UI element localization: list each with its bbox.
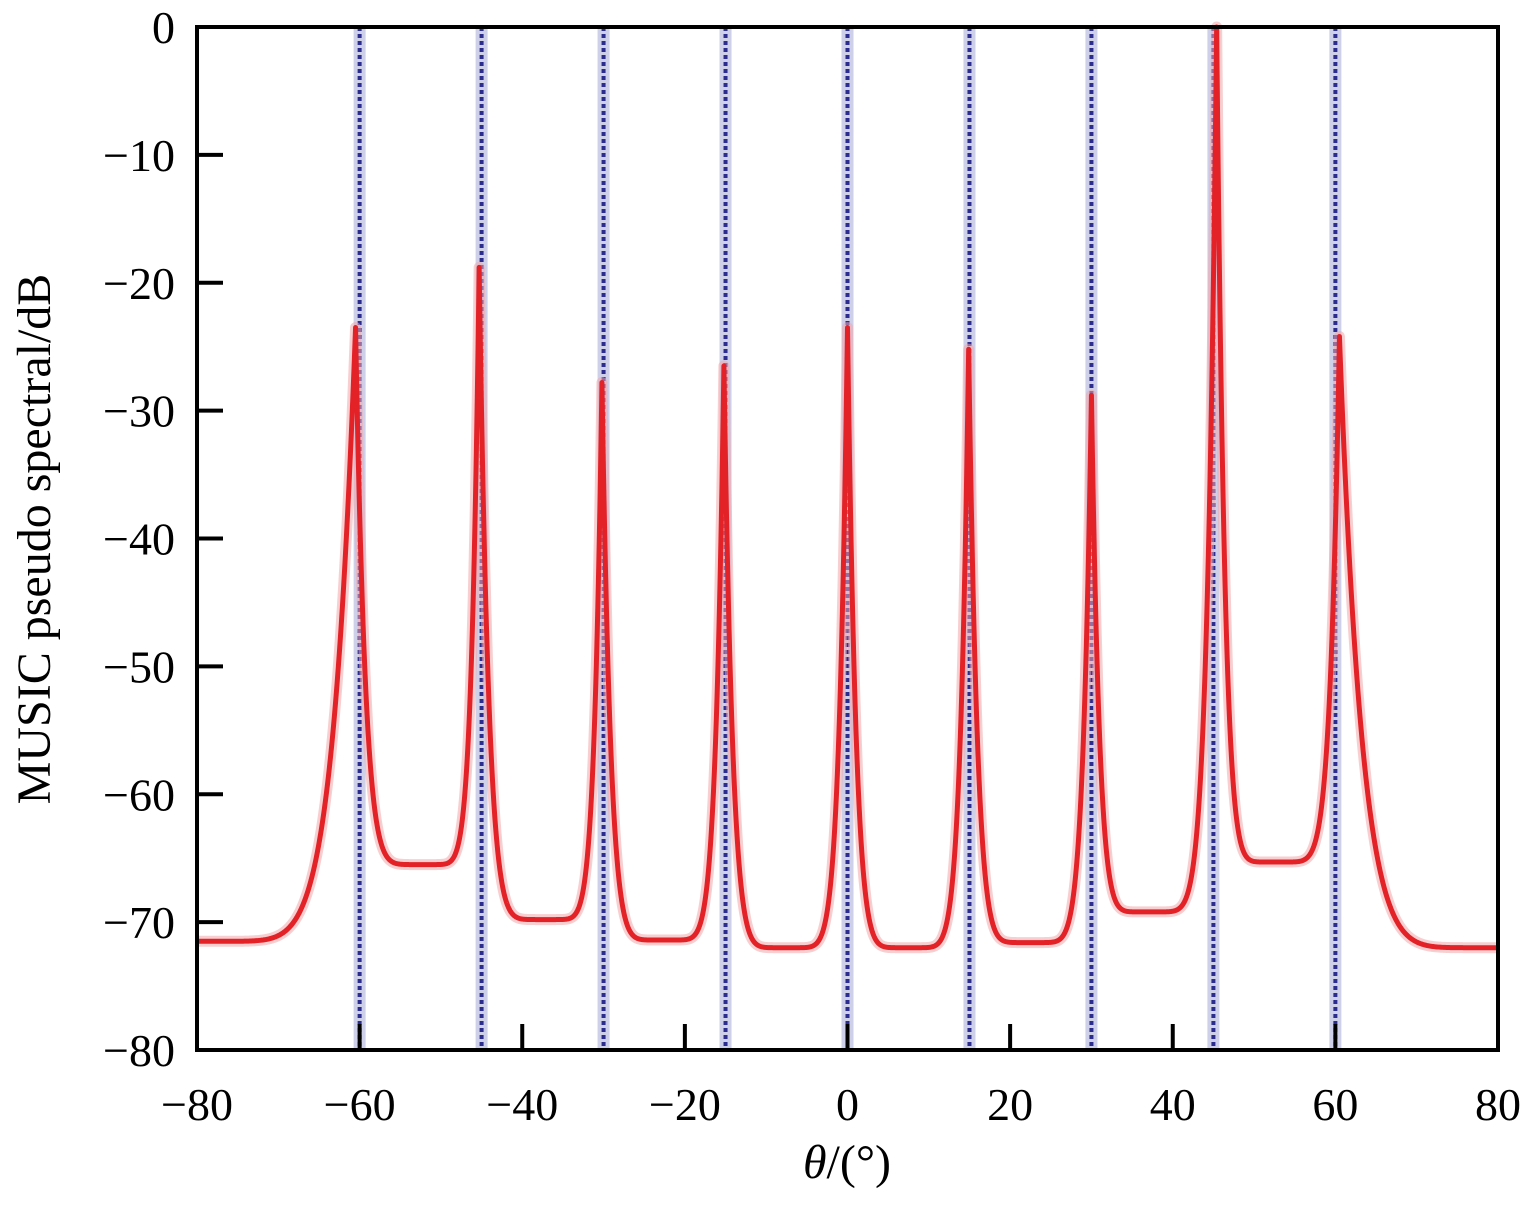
- x-axis-ticks: [195, 1024, 1500, 1050]
- x-axis-title-symbol: θ: [803, 1136, 827, 1189]
- y-tick-label-7: −70: [103, 897, 175, 948]
- y-axis-title: MUSIC pseudo spectral/dB: [8, 274, 61, 805]
- x-axis-tick-labels: −80 −60 −40 −20 0 20 40 60 80: [161, 1079, 1521, 1130]
- y-tick-label-4: −40: [103, 514, 175, 565]
- x-tick-label-8: 80: [1475, 1079, 1521, 1130]
- x-tick-label-7: 60: [1312, 1079, 1358, 1130]
- y-tick-label-2: −20: [103, 258, 175, 309]
- y-tick-label-0: 0: [152, 2, 175, 53]
- x-tick-label-1: −60: [324, 1079, 396, 1130]
- x-tick-label-3: −20: [649, 1079, 721, 1130]
- y-tick-label-8: −80: [103, 1025, 175, 1076]
- y-tick-label-5: −50: [103, 641, 175, 692]
- y-tick-label-1: −10: [103, 130, 175, 181]
- y-axis-tick-labels: 0 −10 −20 −30 −40 −50 −60 −70 −80: [103, 2, 175, 1076]
- x-tick-label-5: 20: [987, 1079, 1033, 1130]
- y-tick-label-3: −30: [103, 386, 175, 437]
- x-axis-title-unit: /(°): [827, 1136, 892, 1189]
- x-axis-title: θ/(°): [803, 1136, 891, 1189]
- x-tick-label-2: −40: [486, 1079, 558, 1130]
- y-tick-label-6: −60: [103, 769, 175, 820]
- x-tick-label-6: 40: [1150, 1079, 1196, 1130]
- x-tick-label-0: −80: [161, 1079, 233, 1130]
- y-axis-ticks: [197, 25, 223, 1052]
- x-tick-label-4: 0: [836, 1079, 859, 1130]
